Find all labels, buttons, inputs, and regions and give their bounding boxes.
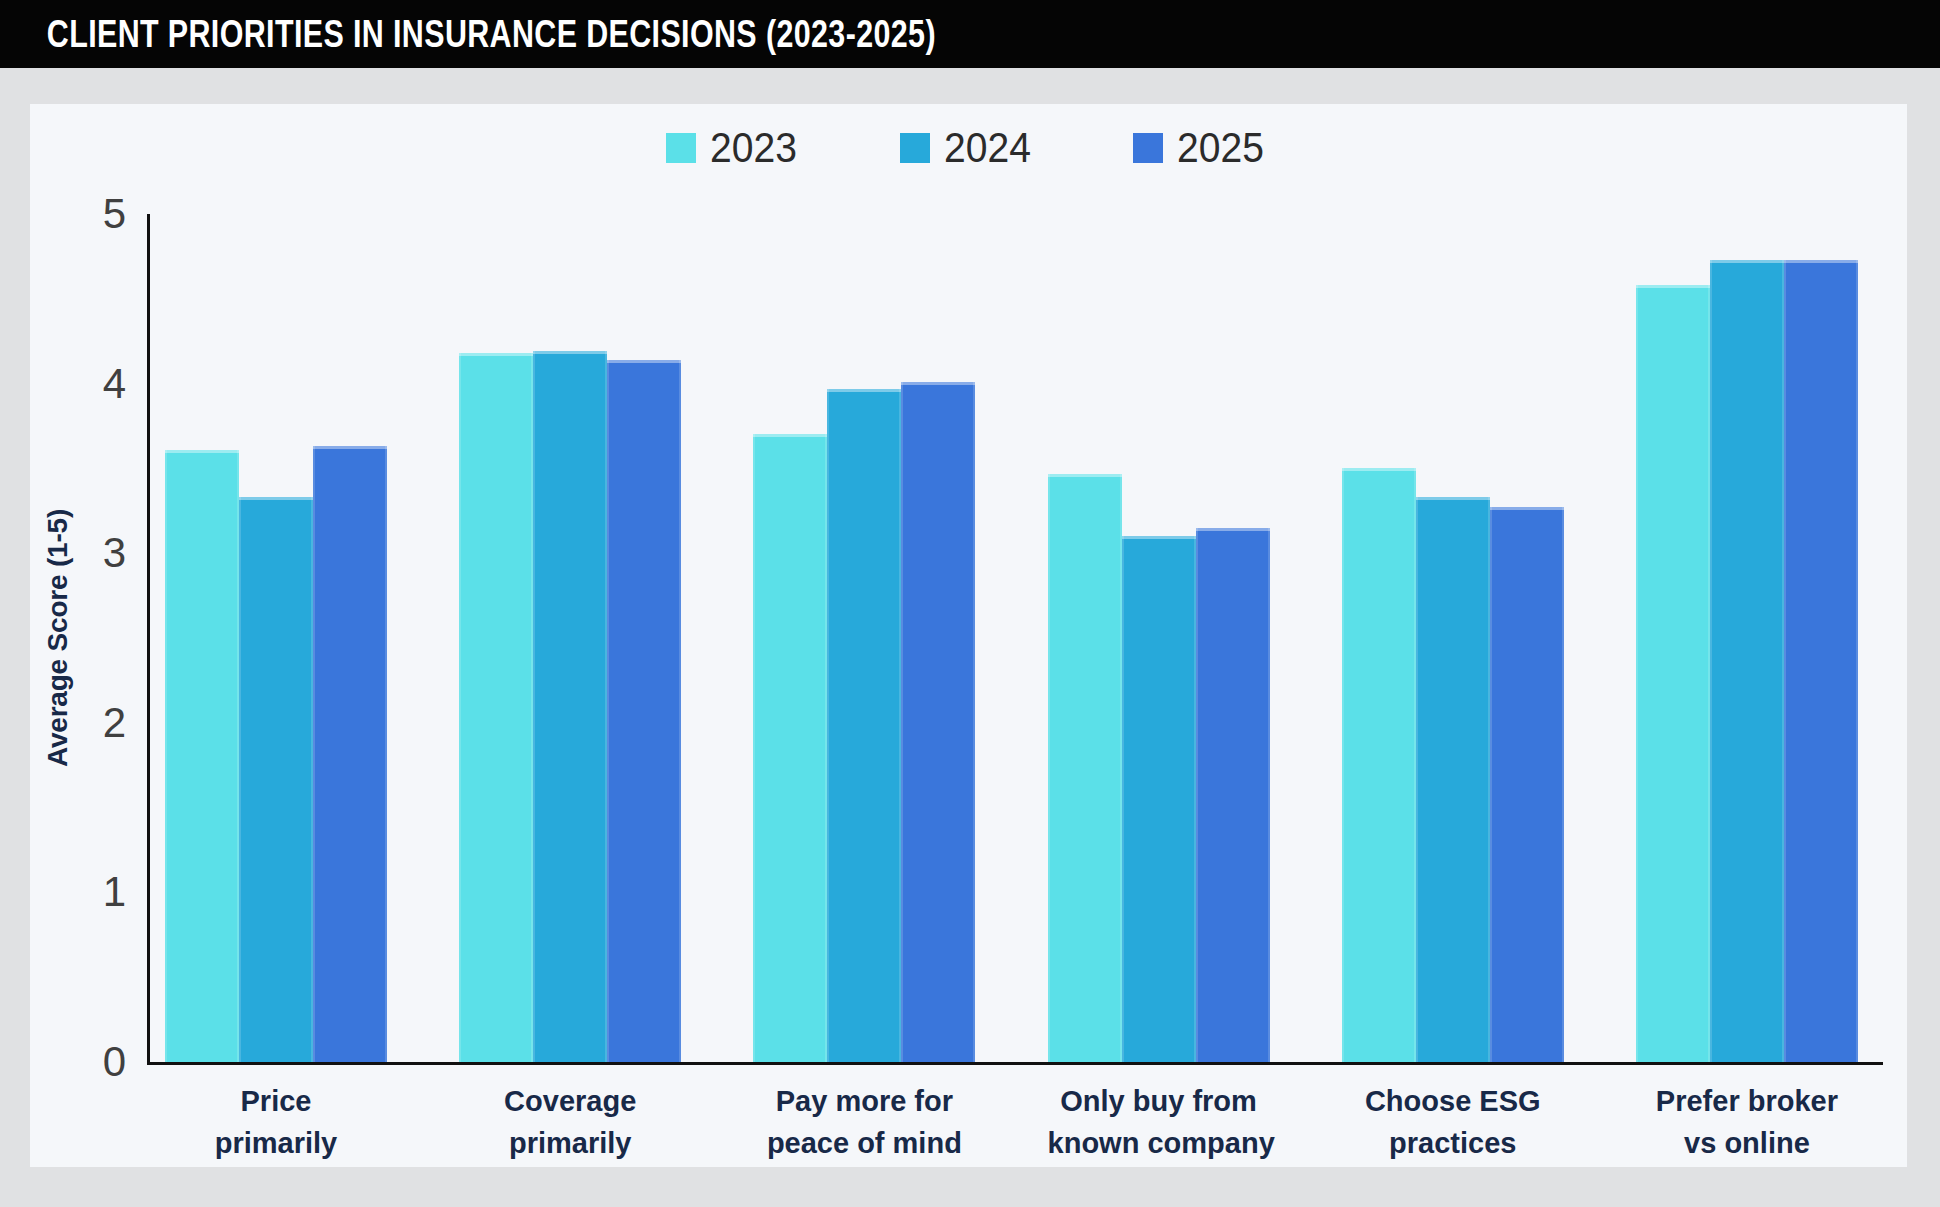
bar-2024 <box>1122 536 1196 1062</box>
bar-group <box>1636 260 1858 1062</box>
bar-2025 <box>1490 507 1564 1062</box>
legend-swatch-icon <box>666 133 696 163</box>
x-axis-label: Coverageprimarily <box>459 1080 681 1164</box>
y-tick-label-0: 0 <box>30 1038 126 1086</box>
bar-2023 <box>1048 474 1122 1063</box>
x-axis-label: Prefer brokervs online <box>1636 1080 1858 1164</box>
legend-label: 2023 <box>710 124 797 172</box>
bar-group <box>1048 474 1270 1063</box>
x-axis-label: Priceprimarily <box>165 1080 387 1164</box>
bar-2024 <box>827 389 901 1062</box>
bar-2025 <box>607 360 681 1062</box>
x-axis-label-line: primarily <box>459 1122 681 1164</box>
bar-2023 <box>1636 285 1710 1062</box>
legend: 2023 2024 2025 <box>30 124 1907 172</box>
bar-2023 <box>165 450 239 1062</box>
x-axis-label-line: Pay more for <box>753 1080 975 1122</box>
bar-2023 <box>1342 468 1416 1062</box>
x-axis-labels: PriceprimarilyCoverageprimarilyPay more … <box>147 1080 1880 1164</box>
chart-page: CLIENT PRIORITIES IN INSURANCE DECISIONS… <box>0 0 1940 1207</box>
x-axis-label-line: Only buy from <box>1048 1080 1270 1122</box>
chart-panel: 202320242025 012345 Average Score (1-5) … <box>30 104 1907 1167</box>
x-axis-label-line: Coverage <box>459 1080 681 1122</box>
bar-2023 <box>753 434 827 1062</box>
y-tick-label-4: 4 <box>30 360 126 408</box>
legend-swatch-icon <box>900 133 930 163</box>
title-bar: CLIENT PRIORITIES IN INSURANCE DECISIONS… <box>0 0 1940 68</box>
chart-title: CLIENT PRIORITIES IN INSURANCE DECISIONS… <box>0 12 936 56</box>
bar-2025 <box>1784 260 1858 1062</box>
bar-2023 <box>459 353 533 1062</box>
x-axis-label-line: Prefer broker <box>1636 1080 1858 1122</box>
legend-swatch-icon <box>1133 133 1163 163</box>
bars-container <box>147 214 1880 1062</box>
bar-group <box>165 446 387 1062</box>
x-axis-label-line: known company <box>1048 1122 1270 1164</box>
legend-item-2025: 2025 <box>1133 124 1270 172</box>
legend-item-2023: 2023 <box>666 124 803 172</box>
bar-2025 <box>901 382 975 1062</box>
x-axis-label-line: Choose ESG <box>1342 1080 1564 1122</box>
x-axis-label-line: practices <box>1342 1122 1564 1164</box>
bar-2024 <box>533 351 607 1062</box>
x-axis-label-line: peace of mind <box>753 1122 975 1164</box>
x-axis-label-line: vs online <box>1636 1122 1858 1164</box>
legend-item-2024: 2024 <box>900 124 1037 172</box>
bar-group <box>1342 468 1564 1062</box>
legend-label: 2024 <box>944 124 1031 172</box>
bar-2025 <box>1196 528 1270 1062</box>
x-axis-label: Only buy fromknown company <box>1048 1080 1270 1164</box>
x-axis-label: Choose ESGpractices <box>1342 1080 1564 1164</box>
bar-2024 <box>1416 497 1490 1062</box>
bar-2025 <box>313 446 387 1062</box>
bar-2024 <box>1710 260 1784 1062</box>
x-axis-label-line: primarily <box>165 1122 387 1164</box>
bar-group <box>753 382 975 1062</box>
y-tick-label-1: 1 <box>30 868 126 916</box>
legend-label: 2025 <box>1177 124 1264 172</box>
bar-2024 <box>239 497 313 1062</box>
y-axis-title: Average Score (1-5) <box>42 509 74 767</box>
bar-group <box>459 351 681 1062</box>
y-tick-label-5: 5 <box>30 190 126 238</box>
x-axis-label-line: Price <box>165 1080 387 1122</box>
x-axis-label: Pay more forpeace of mind <box>753 1080 975 1164</box>
